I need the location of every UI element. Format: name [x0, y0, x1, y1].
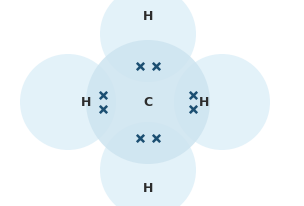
Point: [154, 137, 158, 140]
Text: C: C: [143, 96, 153, 109]
Circle shape: [20, 55, 116, 150]
Circle shape: [86, 41, 210, 164]
Text: H: H: [199, 96, 209, 109]
Point: [191, 108, 195, 111]
Point: [101, 94, 105, 97]
Circle shape: [100, 0, 196, 83]
Point: [154, 65, 158, 68]
Point: [138, 137, 143, 140]
Circle shape: [100, 122, 196, 206]
Text: H: H: [143, 182, 153, 194]
Point: [138, 65, 143, 68]
Text: H: H: [81, 96, 91, 109]
Circle shape: [174, 55, 270, 150]
Point: [101, 108, 105, 111]
Text: H: H: [143, 11, 153, 23]
Point: [191, 94, 195, 97]
